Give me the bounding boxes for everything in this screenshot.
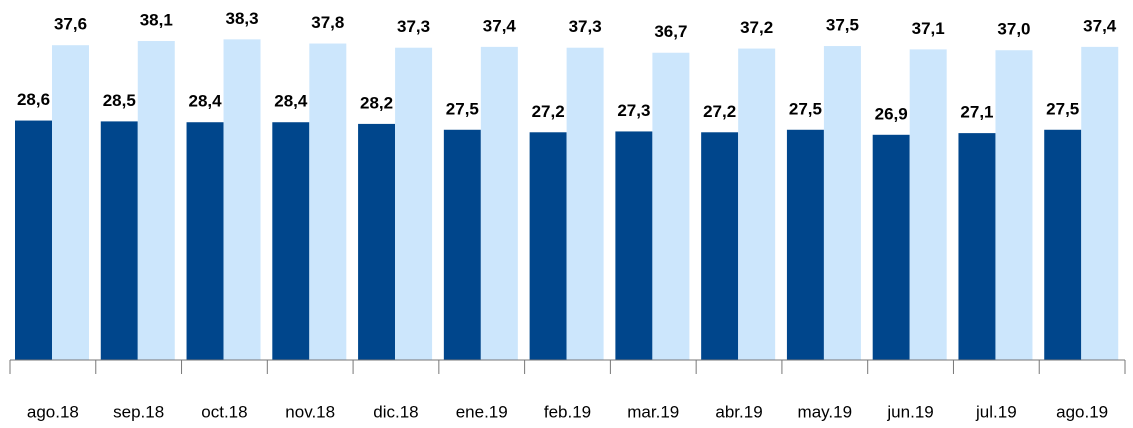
value-label: 37,2 xyxy=(740,18,773,37)
bar xyxy=(480,46,518,360)
value-label: 27,5 xyxy=(1046,99,1079,118)
x-tick-label: mar.19 xyxy=(627,402,679,421)
x-tick-label: ago.18 xyxy=(27,402,79,421)
x-tick-label: ene.19 xyxy=(456,402,508,421)
bar xyxy=(223,39,261,360)
value-label: 28,6 xyxy=(17,90,50,109)
value-label: 37,5 xyxy=(826,16,859,35)
value-label: 37,6 xyxy=(54,15,87,34)
bar xyxy=(443,129,481,360)
bar xyxy=(358,123,396,360)
x-tick-label: dic.18 xyxy=(373,402,418,421)
x-tick-label: oct.18 xyxy=(201,402,247,421)
x-tick-label: feb.19 xyxy=(544,402,591,421)
value-label: 38,3 xyxy=(225,9,258,28)
bar xyxy=(995,50,1033,361)
value-label: 37,3 xyxy=(397,17,430,36)
value-label: 26,9 xyxy=(875,104,908,123)
bar xyxy=(566,47,604,360)
x-tick-label: jul.19 xyxy=(975,402,1017,421)
bar xyxy=(309,43,347,361)
x-tick-label: jun.19 xyxy=(886,402,933,421)
bar xyxy=(100,121,138,360)
value-label: 27,5 xyxy=(446,99,479,118)
value-label: 38,1 xyxy=(140,11,173,30)
bar xyxy=(738,48,776,361)
value-label: 27,5 xyxy=(789,99,822,118)
bar xyxy=(272,122,310,360)
bar xyxy=(701,132,739,360)
bar xyxy=(615,131,653,360)
bar xyxy=(529,132,567,360)
bar xyxy=(52,45,89,361)
value-label: 37,4 xyxy=(1083,16,1117,35)
value-label: 37,8 xyxy=(311,13,344,32)
value-label: 37,4 xyxy=(483,16,517,35)
value-label: 37,1 xyxy=(912,19,945,38)
value-label: 28,5 xyxy=(103,91,136,110)
value-label: 27,2 xyxy=(703,102,736,121)
bar xyxy=(652,52,690,360)
value-label: 37,0 xyxy=(997,20,1030,39)
value-label: 28,4 xyxy=(188,92,222,111)
bar xyxy=(786,129,824,360)
value-label: 27,2 xyxy=(532,102,565,121)
value-label: 36,7 xyxy=(654,22,687,41)
bar xyxy=(872,134,910,360)
value-label: 37,3 xyxy=(569,17,602,36)
x-tick-label: ago.19 xyxy=(1056,402,1108,421)
x-tick-label: nov.18 xyxy=(285,402,335,421)
bar xyxy=(1044,129,1082,360)
bar xyxy=(958,133,996,360)
x-tick-label: abr.19 xyxy=(715,402,762,421)
x-tick-label: may.19 xyxy=(798,402,853,421)
value-label: 28,4 xyxy=(274,92,308,111)
bar xyxy=(15,120,52,360)
bar xyxy=(137,41,175,360)
bar xyxy=(823,46,861,361)
value-label: 28,2 xyxy=(360,93,393,112)
value-label: 27,3 xyxy=(617,101,650,120)
value-label: 27,1 xyxy=(960,103,993,122)
bar xyxy=(395,47,433,360)
bar xyxy=(186,122,224,360)
bar xyxy=(909,49,947,360)
bar xyxy=(1081,46,1119,360)
x-tick-label: sep.18 xyxy=(113,402,164,421)
